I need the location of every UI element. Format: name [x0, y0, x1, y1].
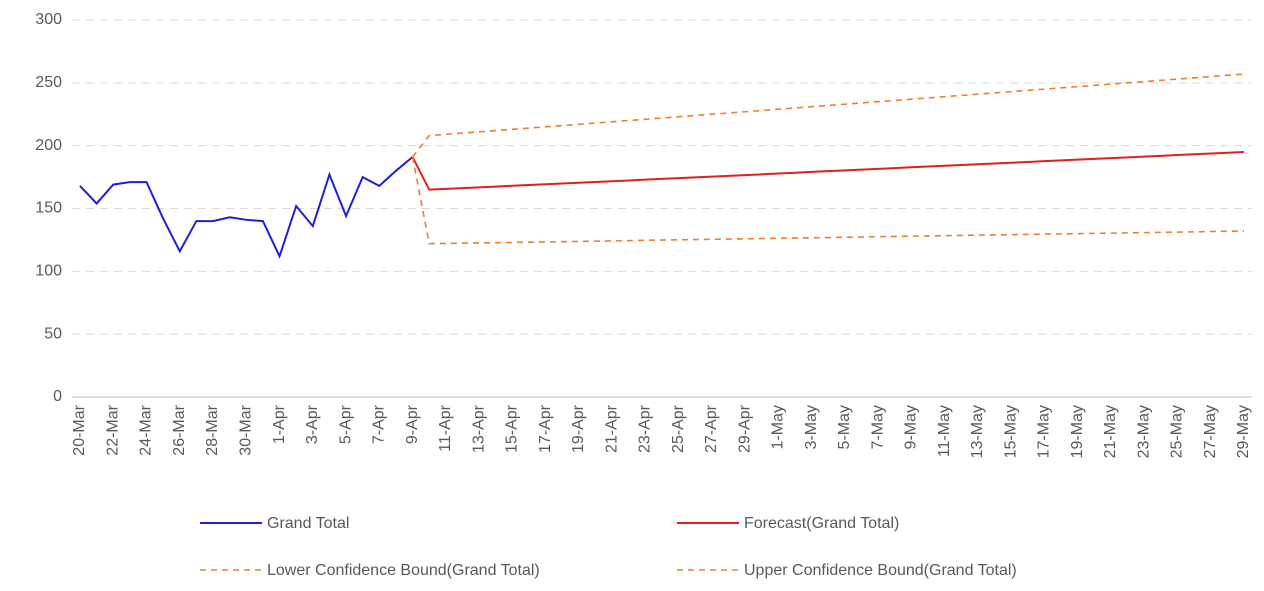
x-tick-label: 26-Mar [171, 404, 188, 455]
x-tick-label: 1-Apr [271, 404, 288, 444]
y-tick-label: 250 [35, 74, 62, 91]
legend-item: Lower Confidence Bound(Grand Total) [200, 562, 540, 579]
x-tick-label: 1-May [770, 405, 787, 449]
series-line [79, 156, 414, 259]
x-tick-label: 23-May [1135, 405, 1152, 458]
y-tick-label: 300 [35, 11, 62, 28]
x-tick-label: 24-Mar [138, 404, 155, 455]
x-tick-label: 21-May [1102, 405, 1119, 458]
x-tick-label: 11-May [936, 405, 953, 457]
x-tick-label: 15-May [1002, 405, 1019, 458]
x-tick-label: 19-May [1069, 405, 1086, 458]
legend-item: Grand Total [200, 515, 349, 532]
x-tick-label: 27-Apr [703, 404, 720, 453]
x-tick-label: 28-Mar [204, 404, 221, 455]
legend-item: Forecast(Grand Total) [677, 515, 899, 532]
x-tick-label: 7-Apr [371, 404, 388, 444]
x-tick-label: 20-Mar [71, 404, 88, 455]
y-tick-label: 50 [44, 325, 62, 342]
series-line [411, 73, 1245, 158]
x-tick-label: 23-Apr [637, 404, 654, 453]
legend-label: Grand Total [267, 515, 349, 532]
legend-label: Upper Confidence Bound(Grand Total) [744, 562, 1017, 579]
x-tick-label: 29-Apr [736, 404, 753, 453]
x-tick-label: 13-May [969, 405, 986, 458]
x-tick-label: 13-Apr [470, 404, 487, 453]
x-tick-label: 11-Apr [437, 404, 454, 452]
legend-label: Lower Confidence Bound(Grand Total) [267, 562, 540, 579]
legend-item: Upper Confidence Bound(Grand Total) [677, 562, 1017, 579]
x-tick-label: 30-Mar [238, 404, 255, 455]
x-tick-label: 22-Mar [104, 404, 121, 455]
x-tick-label: 15-Apr [504, 404, 521, 453]
x-tick-label: 5-May [836, 405, 853, 449]
legend-label: Forecast(Grand Total) [744, 515, 899, 532]
x-tick-label: 19-Apr [570, 404, 587, 453]
x-tick-label: 21-Apr [603, 404, 620, 453]
series-line [411, 156, 1245, 245]
x-tick-label: 7-May [869, 405, 886, 449]
x-tick-label: 29-May [1235, 405, 1252, 458]
series-line [411, 150, 1245, 191]
x-tick-label: 9-May [903, 405, 920, 449]
y-tick-label: 200 [35, 137, 62, 154]
x-tick-label: 25-Apr [670, 404, 687, 453]
y-tick-label: 150 [35, 200, 62, 217]
x-tick-label: 17-Apr [537, 404, 554, 453]
x-tick-label: 17-May [1036, 405, 1053, 458]
x-tick-label: 3-May [803, 405, 820, 449]
x-tick-label: 25-May [1169, 405, 1186, 458]
y-tick-label: 100 [35, 263, 62, 280]
y-tick-label: 0 [53, 388, 62, 405]
x-tick-label: 9-Apr [404, 404, 421, 444]
x-tick-label: 3-Apr [304, 404, 321, 444]
x-tick-label: 5-Apr [337, 404, 354, 444]
x-tick-label: 27-May [1202, 405, 1219, 458]
